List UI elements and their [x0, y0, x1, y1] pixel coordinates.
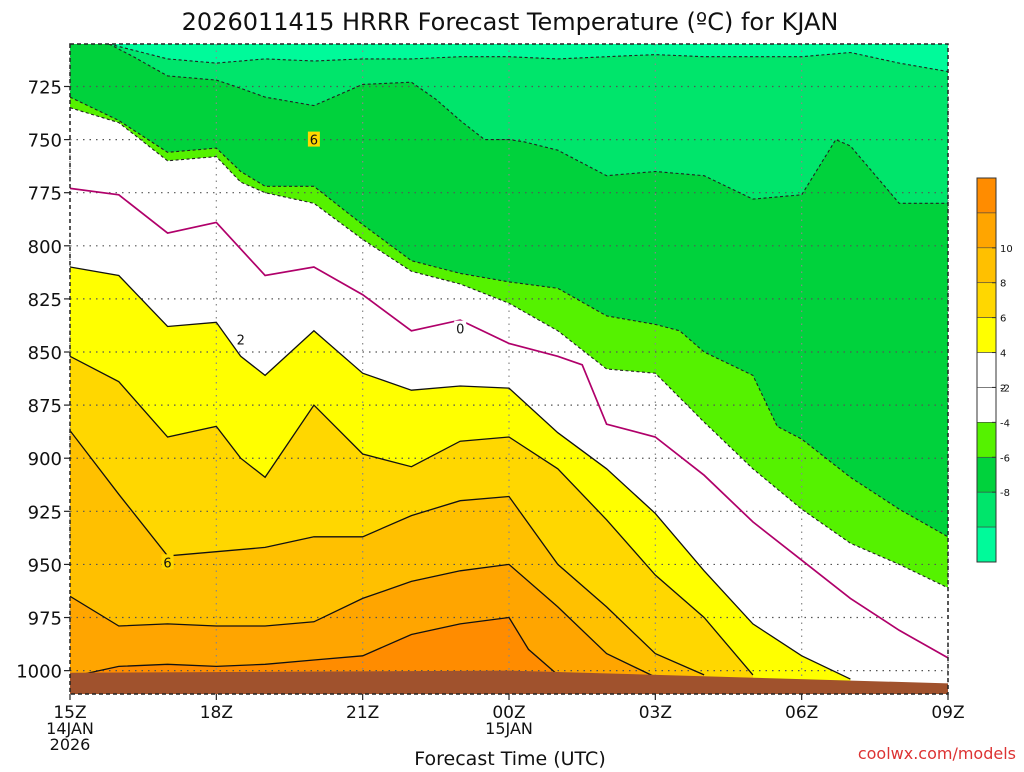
x-tick-label: 15Z — [53, 703, 86, 723]
isotherm-line — [108, 44, 948, 204]
contour-label-bg — [454, 320, 467, 336]
legend-label: -6 — [1000, 453, 1010, 464]
x-tick-label: 14JAN — [46, 719, 94, 738]
watermark: coolwx.com/models — [858, 744, 1016, 763]
surface-terrain — [70, 670, 948, 694]
y-tick-label: 725 — [28, 77, 62, 98]
y-tick-label: 750 — [28, 131, 62, 152]
x-tick-label: 2026 — [50, 735, 91, 754]
legend-label: -2 — [1000, 383, 1010, 394]
legend-label: -4 — [1000, 418, 1010, 429]
contour-label: 6 — [310, 134, 318, 149]
x-tick-label: 09Z — [931, 703, 964, 723]
legend-swatch — [976, 212, 997, 249]
x-tick-label: 03Z — [639, 703, 672, 723]
legend-swatch — [976, 456, 997, 493]
y-tick-label: 825 — [28, 290, 62, 311]
legend-label: 6 — [1000, 314, 1006, 325]
color-legend: 10 8 6 4 2-2 -4 -6 -8 — [976, 177, 1013, 563]
legend-swatch — [976, 247, 997, 284]
x-tick-label: 21Z — [346, 703, 379, 723]
legend-label: 10 — [1000, 244, 1013, 255]
isotherm-line — [70, 430, 705, 676]
legend-label: 2 — [1000, 383, 1006, 394]
legend-frame — [976, 177, 997, 563]
y-tick-label: 950 — [28, 555, 62, 576]
x-tick-label: 15JAN — [485, 719, 533, 738]
legend-swatch — [976, 317, 997, 353]
axes: 725 750 775 800 825 850 875 900 925 950 975 1000 15Z… — [16, 77, 964, 754]
x-tick-label: 18Z — [200, 703, 233, 723]
legend-swatch — [976, 422, 997, 458]
isotherm-line — [70, 266, 851, 680]
y-tick-label: 775 — [28, 184, 62, 205]
contour-label-bg — [234, 331, 247, 347]
legend-swatch — [976, 526, 997, 563]
y-tick-label: 1000 — [16, 662, 62, 683]
y-tick-label: 925 — [28, 502, 62, 523]
x-axis-title: Forecast Time (UTC) — [414, 748, 605, 768]
contour-label: 6 — [163, 556, 171, 571]
y-tick-label: 900 — [28, 449, 62, 470]
legend-swatch — [976, 177, 997, 214]
isotherms — [70, 44, 948, 680]
contour-label: 2 — [237, 333, 245, 348]
y-tick-label: 975 — [28, 609, 62, 630]
x-tick-label: 06Z — [785, 703, 818, 723]
contour-label: 0 — [456, 323, 464, 338]
y-tick-label: 875 — [28, 396, 62, 417]
x-tick-label: 00Z — [492, 703, 525, 723]
legend-swatch — [976, 352, 997, 388]
legend-label: 4 — [1000, 349, 1006, 360]
legend-swatch — [976, 491, 997, 528]
legend-swatch — [976, 282, 997, 318]
isotherm-line — [70, 96, 948, 538]
isotherm-line — [70, 616, 559, 678]
legend-swatch — [976, 387, 997, 423]
plot-area: 6 0 2 6 — [69, 43, 949, 695]
legend-label: 8 — [1000, 279, 1006, 290]
chart-title: 2026011415 HRRR Forecast Temperature (ºC… — [182, 8, 839, 36]
contour-label-bg — [307, 131, 320, 147]
isotherm-line — [70, 355, 754, 676]
isotherm-line — [70, 107, 948, 589]
isotherm-line — [70, 563, 656, 678]
isotherm-line — [108, 44, 948, 73]
isotherm-line — [70, 187, 948, 659]
y-tick-label: 800 — [28, 237, 62, 258]
y-tick-label: 850 — [28, 343, 62, 364]
contour-label-bg — [161, 554, 174, 570]
legend-label: -8 — [1000, 488, 1010, 499]
